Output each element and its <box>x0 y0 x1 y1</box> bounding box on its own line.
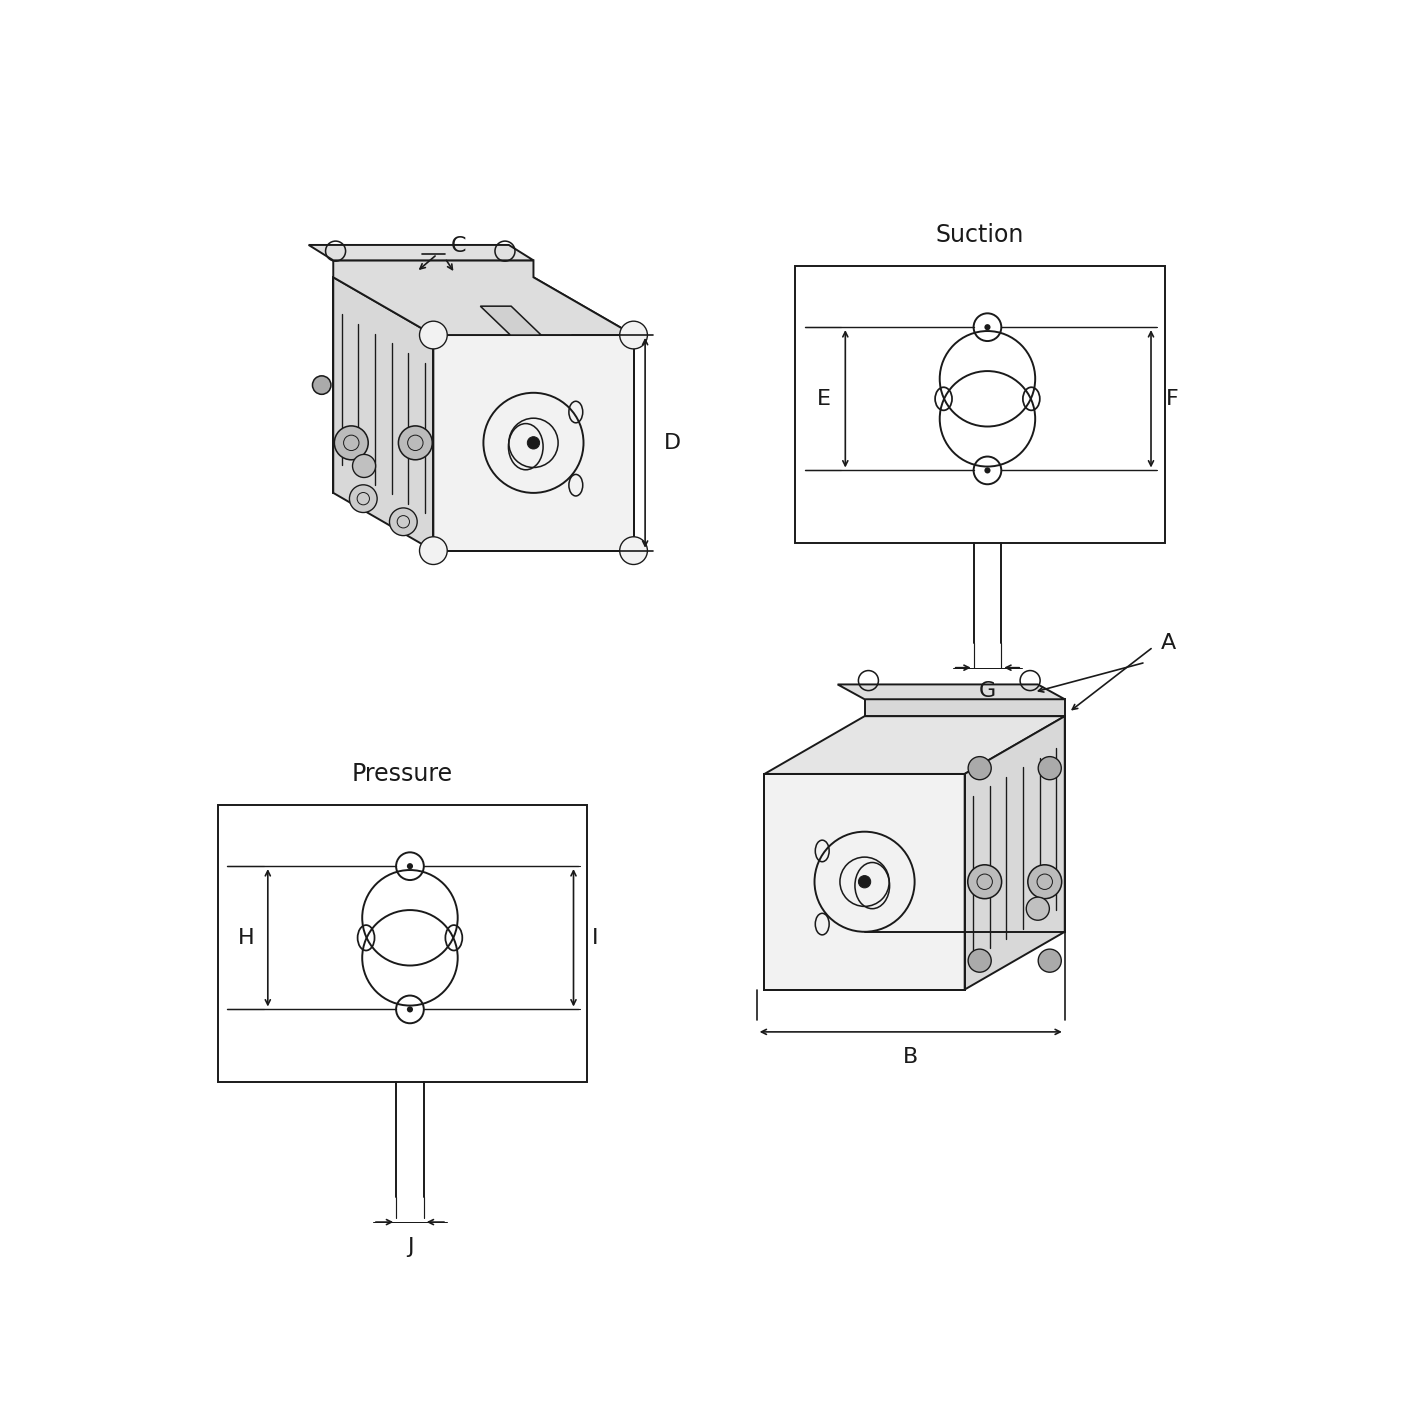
Circle shape <box>353 454 375 478</box>
Circle shape <box>398 426 432 460</box>
Circle shape <box>984 325 991 330</box>
Polygon shape <box>433 335 634 551</box>
Polygon shape <box>333 277 634 335</box>
Circle shape <box>1038 949 1062 972</box>
Bar <box>218 804 588 1083</box>
Polygon shape <box>865 699 1064 716</box>
Polygon shape <box>333 260 634 335</box>
Polygon shape <box>333 277 433 551</box>
Circle shape <box>984 467 991 474</box>
Text: F: F <box>1166 389 1180 409</box>
Text: G: G <box>979 681 995 700</box>
Text: Suction: Suction <box>936 224 1024 247</box>
Polygon shape <box>765 716 1064 773</box>
Circle shape <box>620 537 647 564</box>
Text: E: E <box>817 389 831 409</box>
Circle shape <box>1026 897 1049 921</box>
Circle shape <box>969 756 991 780</box>
Circle shape <box>1038 756 1062 780</box>
Circle shape <box>419 537 447 564</box>
Circle shape <box>406 1007 413 1012</box>
Text: D: D <box>664 433 681 453</box>
Polygon shape <box>965 716 1064 990</box>
Polygon shape <box>309 245 533 260</box>
Circle shape <box>312 375 330 394</box>
Circle shape <box>527 437 540 449</box>
Circle shape <box>859 876 870 889</box>
Circle shape <box>967 865 1001 898</box>
Polygon shape <box>838 685 1064 699</box>
Circle shape <box>406 863 413 869</box>
Circle shape <box>1028 865 1062 898</box>
Text: C: C <box>450 236 465 256</box>
Text: Pressure: Pressure <box>352 762 453 786</box>
Text: B: B <box>903 1046 918 1067</box>
Circle shape <box>969 949 991 972</box>
Circle shape <box>389 508 418 536</box>
Circle shape <box>419 321 447 349</box>
Circle shape <box>620 321 647 349</box>
Text: H: H <box>238 928 254 948</box>
Text: I: I <box>592 928 599 948</box>
Text: J: J <box>406 1237 413 1257</box>
Circle shape <box>335 426 368 460</box>
Polygon shape <box>481 307 541 335</box>
Text: A: A <box>1161 633 1177 652</box>
Bar <box>796 266 1164 543</box>
Circle shape <box>350 485 377 513</box>
Polygon shape <box>765 773 965 990</box>
